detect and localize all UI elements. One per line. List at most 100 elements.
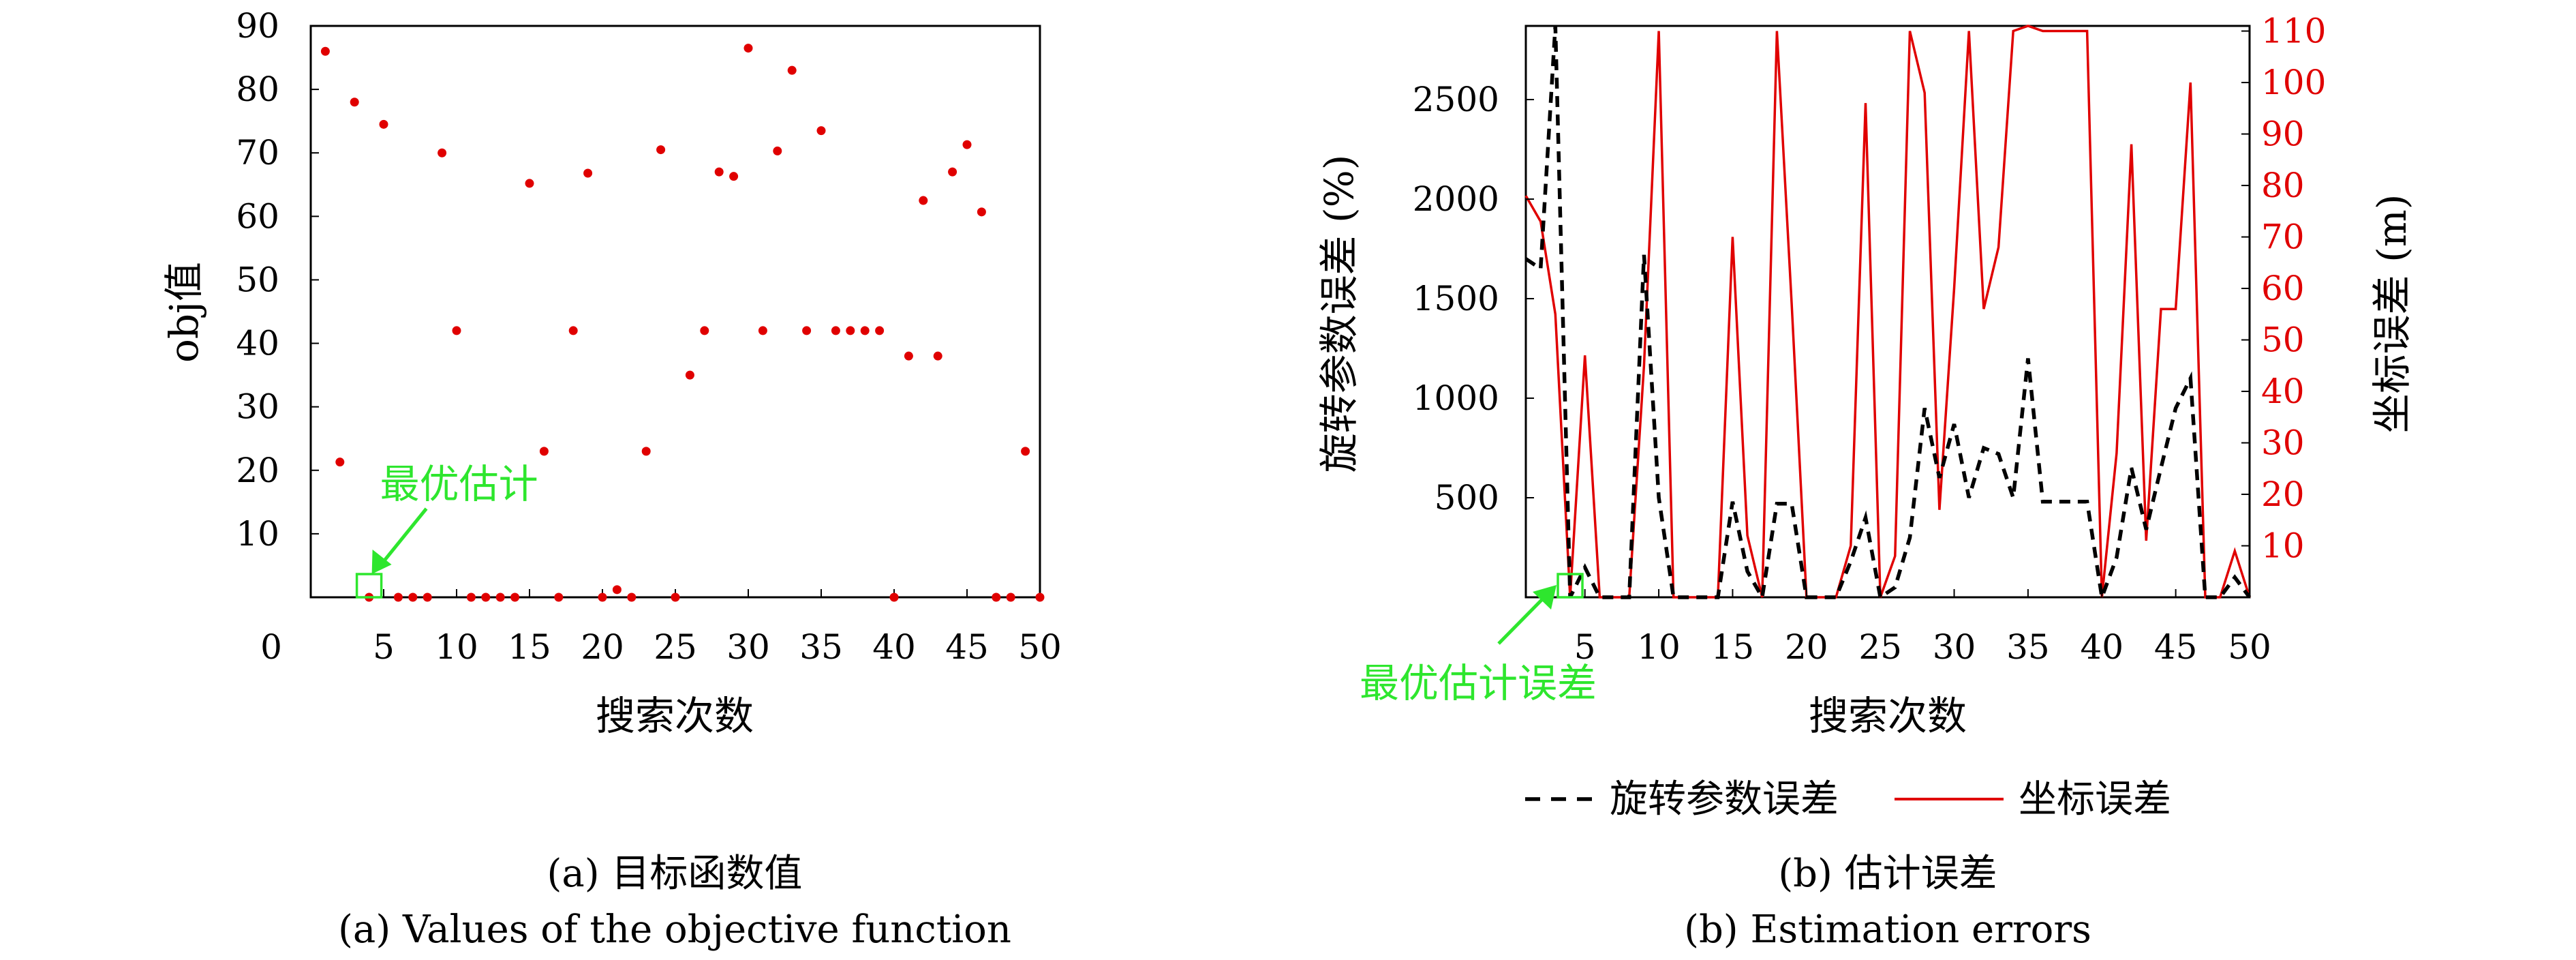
annotation-label: 最优估计误差 bbox=[1360, 660, 1597, 706]
x-tick-label: 15 bbox=[1711, 627, 1755, 667]
data-point bbox=[685, 370, 694, 380]
legend-b: 旋转参数误差 坐标误差 bbox=[1525, 777, 2171, 822]
data-point bbox=[700, 326, 709, 335]
data-point bbox=[335, 457, 345, 467]
x-tick-label: 35 bbox=[799, 627, 843, 667]
data-point bbox=[466, 592, 476, 602]
x-tick-label: 25 bbox=[654, 627, 697, 667]
annotation-a: 最优估计 bbox=[355, 461, 538, 599]
x-tick-label: 15 bbox=[508, 627, 551, 667]
x-tick-label: 40 bbox=[872, 627, 916, 667]
y-tick-label: 20 bbox=[236, 451, 279, 490]
data-point bbox=[992, 592, 1001, 602]
data-point bbox=[408, 592, 418, 602]
data-point bbox=[612, 585, 622, 595]
left-y-tick-label: 1000 bbox=[1413, 378, 1499, 418]
x-tick-label: 45 bbox=[2154, 627, 2198, 667]
data-point bbox=[598, 592, 607, 602]
y-tick-label: 80 bbox=[236, 70, 279, 109]
data-point bbox=[656, 145, 666, 155]
optimum-marker-box bbox=[1557, 573, 1584, 599]
data-point bbox=[350, 97, 359, 107]
right-y-tick-label: 90 bbox=[2261, 115, 2305, 154]
data-point bbox=[743, 44, 753, 53]
data-point bbox=[379, 119, 388, 129]
right-y-tick-label: 80 bbox=[2261, 166, 2305, 205]
x-tick-label: 10 bbox=[435, 627, 478, 667]
data-point bbox=[641, 447, 651, 456]
right-y-tick-label: 40 bbox=[2261, 372, 2305, 411]
annotation-arrow-shaft bbox=[1497, 595, 1547, 645]
objective-chart: 10 20 30 40 50 60 70 80 90 5 10 15 20 25 30 35 40 45 50 0… bbox=[161, 6, 1062, 739]
data-point bbox=[525, 179, 534, 188]
left-y-tick-label: 2500 bbox=[1413, 80, 1499, 119]
y-axis-a: 10 20 30 40 50 60 70 80 90 bbox=[236, 6, 319, 554]
data-point bbox=[320, 46, 330, 56]
right-y-axis-b: 10 20 30 40 50 60 70 80 90 100 110 bbox=[2241, 12, 2326, 566]
origin-label-a: 0 bbox=[260, 627, 282, 667]
x-axis-title-b: 搜索次数 bbox=[1809, 693, 1967, 739]
annotation-b: 最优估计误差 bbox=[1360, 573, 1597, 706]
data-point bbox=[627, 592, 637, 602]
data-point bbox=[875, 326, 885, 335]
right-y-tick-label: 20 bbox=[2261, 475, 2305, 514]
data-point bbox=[393, 592, 403, 602]
data-point bbox=[583, 168, 593, 178]
legend-label-coordinate: 坐标误差 bbox=[2019, 777, 2171, 822]
data-point bbox=[816, 126, 826, 136]
data-point bbox=[787, 65, 797, 75]
y-axis-title-a: obj值 bbox=[161, 262, 207, 363]
data-points-a bbox=[320, 44, 1045, 602]
plot-frame-a bbox=[309, 25, 1041, 599]
left-y-axis-title-b: 旋转参数误差 (%) bbox=[1316, 155, 1362, 473]
x-tick-label: 30 bbox=[726, 627, 770, 667]
right-y-tick-label: 70 bbox=[2261, 217, 2305, 257]
legend-label-rotation: 旋转参数误差 bbox=[1610, 777, 1839, 822]
data-point bbox=[933, 351, 942, 361]
data-point bbox=[758, 326, 767, 335]
data-point bbox=[714, 167, 724, 177]
data-point bbox=[510, 592, 520, 602]
data-point bbox=[773, 146, 782, 155]
data-point bbox=[568, 326, 578, 335]
left-y-tick-label: 500 bbox=[1435, 478, 1499, 518]
data-point bbox=[919, 196, 928, 205]
data-point bbox=[729, 172, 739, 181]
data-point bbox=[554, 592, 564, 602]
x-tick-label: 50 bbox=[2228, 627, 2271, 667]
x-tick-label: 40 bbox=[2080, 627, 2123, 667]
x-tick-label: 5 bbox=[1574, 627, 1596, 667]
y-tick-label: 30 bbox=[236, 387, 279, 427]
caption-b-cn: (b) 估计误差 bbox=[1778, 852, 1997, 896]
data-point bbox=[962, 140, 972, 149]
x-tick-label: 20 bbox=[1785, 627, 1828, 667]
right-y-tick-label: 110 bbox=[2261, 12, 2326, 51]
y-tick-label: 40 bbox=[236, 324, 279, 363]
data-point bbox=[438, 148, 447, 158]
series-lines-b bbox=[1524, 25, 2252, 605]
data-point bbox=[889, 592, 899, 602]
data-point bbox=[481, 592, 491, 602]
caption-a-cn: (a) 目标函数值 bbox=[547, 852, 803, 896]
data-point bbox=[846, 326, 855, 335]
x-tick-label: 25 bbox=[1858, 627, 1902, 667]
x-tick-label: 35 bbox=[2006, 627, 2050, 667]
left-y-tick-label: 2000 bbox=[1413, 179, 1499, 219]
y-tick-label: 70 bbox=[236, 133, 279, 172]
caption-b-en: (b) Estimation errors bbox=[1684, 907, 2091, 952]
right-y-tick-label: 10 bbox=[2261, 526, 2305, 566]
data-point bbox=[802, 326, 812, 335]
right-y-tick-label: 60 bbox=[2261, 269, 2305, 308]
x-tick-label: 10 bbox=[1637, 627, 1681, 667]
annotation-arrowhead bbox=[371, 550, 392, 574]
data-point bbox=[539, 447, 549, 456]
x-tick-label: 45 bbox=[945, 627, 989, 667]
y-tick-label: 10 bbox=[236, 514, 279, 554]
data-point bbox=[1021, 447, 1030, 456]
data-point bbox=[671, 592, 680, 602]
data-point bbox=[860, 326, 870, 335]
plot-frame-b bbox=[1524, 25, 2251, 599]
y-tick-label: 90 bbox=[236, 6, 279, 46]
